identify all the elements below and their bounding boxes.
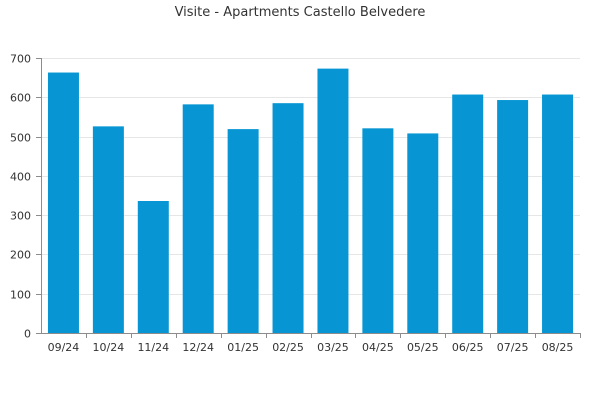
bar [362, 128, 394, 333]
x-tick-label: 11/24 [137, 341, 169, 354]
y-tick-labels: 0 100 200 300 400 500 600 700 [10, 53, 31, 341]
bar [452, 94, 484, 334]
x-tick-label: 12/24 [182, 341, 214, 354]
bar [317, 68, 349, 333]
x-tick-label: 05/25 [407, 341, 439, 354]
x-tick-label: 10/24 [93, 341, 125, 354]
y-tick-label: 100 [10, 289, 31, 302]
y-tick-label: 200 [10, 249, 31, 262]
bar [407, 133, 439, 333]
x-tick-label: 03/25 [317, 341, 349, 354]
x-tick-label: 01/25 [227, 341, 259, 354]
x-tick-label: 06/25 [452, 341, 484, 354]
x-tick-label: 09/24 [48, 341, 80, 354]
x-tick-label: 08/25 [542, 341, 574, 354]
bar [497, 100, 529, 334]
x-tick-labels: 09/24 10/24 11/24 12/24 01/25 02/25 03/25 04/25… [48, 341, 574, 354]
y-tick-label: 500 [10, 132, 31, 145]
axes [36, 58, 581, 338]
y-tick-label: 600 [10, 92, 31, 105]
y-tick-label: 300 [10, 210, 31, 223]
bars [47, 68, 574, 334]
bar [227, 129, 259, 333]
bar [272, 103, 304, 333]
x-tick-label: 02/25 [272, 341, 304, 354]
bar [182, 104, 214, 333]
bar [92, 126, 124, 333]
y-tick-label: 700 [10, 53, 31, 66]
bar [542, 94, 574, 334]
chart-title: Visite - Apartments Castello Belvedere [175, 5, 426, 20]
bar [47, 72, 79, 334]
grid-lines [41, 58, 580, 295]
x-tick-label: 04/25 [362, 341, 394, 354]
bar [137, 201, 169, 333]
y-tick-label: 0 [24, 328, 31, 341]
x-tick-label: 07/25 [497, 341, 529, 354]
y-tick-label: 400 [10, 171, 31, 184]
